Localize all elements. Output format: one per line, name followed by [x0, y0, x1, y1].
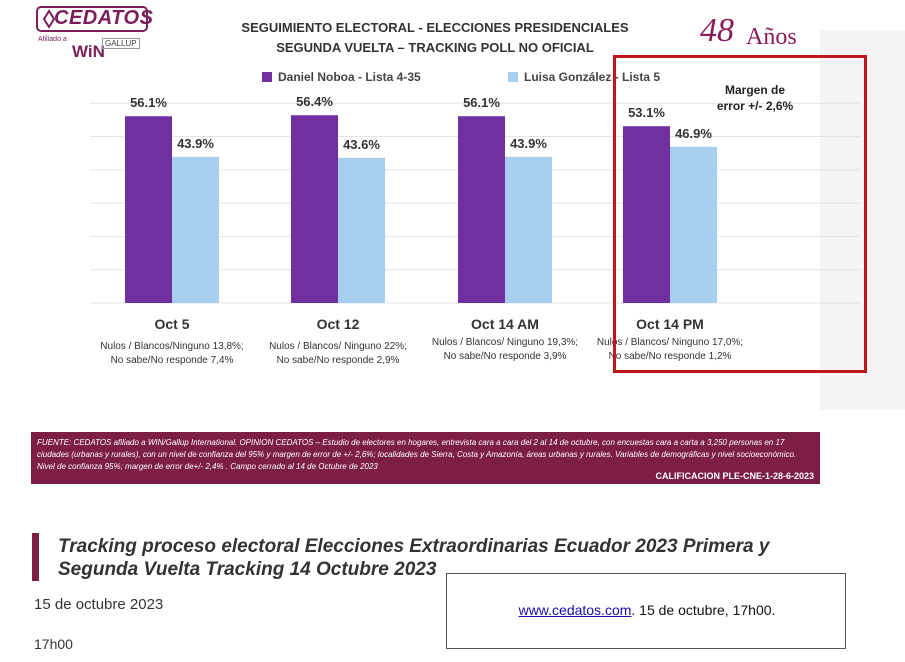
note-line2-1: No sabe/No responde 2,9%: [276, 355, 400, 366]
source-banner: FUENTE: CEDATOS afiliado a WIN/Gallup In…: [31, 432, 820, 484]
source-text: FUENTE: CEDATOS afiliado a WIN/Gallup In…: [37, 438, 797, 471]
value-label-noboa-0: 56.1%: [130, 95, 167, 111]
legend-item-noboa: Daniel Noboa - Lista 4-35: [262, 70, 421, 84]
category-note-0: Nulos / Blancos/Ninguno 13,8%; No sabe/No…: [77, 340, 267, 368]
article-date: 15 de octubre 2023: [34, 596, 164, 613]
note-line1-0: Nulos / Blancos/Ninguno 13,8%;: [100, 341, 244, 352]
bar-gonzalez-1: [338, 157, 385, 303]
logo-win-text: WiN: [72, 42, 105, 61]
article-title: Tracking proceso electoral Elecciones Ex…: [58, 536, 770, 580]
value-label-noboa-3: 53.1%: [628, 105, 665, 121]
bar-chart: [90, 102, 860, 304]
bar-noboa-2: [458, 116, 505, 304]
note-box: www.cedatos.com. 15 de octubre, 17h00.: [446, 573, 846, 649]
note-rest-text: . 15 de octubre, 17h00.: [631, 602, 776, 618]
bar-noboa-0: [125, 116, 172, 304]
margin-line1: Margen de: [724, 83, 785, 97]
category-label-3: Oct 14 PM: [636, 316, 704, 332]
legend-item-gonzalez: Luisa González - Lista 5: [508, 70, 660, 84]
legend-swatch-noboa: [262, 72, 272, 82]
legend-label-noboa: Daniel Noboa - Lista 4-35: [278, 70, 421, 84]
category-label-1: Oct 12: [316, 316, 360, 332]
bar-noboa-3: [623, 126, 670, 303]
logo-gallup-text: GALLUP: [102, 38, 140, 49]
value-label-noboa-2: 56.1%: [463, 95, 500, 111]
side-background-strip: [820, 30, 905, 410]
logo-affiliate-text: Afiliado a: [38, 36, 67, 43]
category-note-1: Nulos / Blancos/ Ninguno 22%; No sabe/No …: [243, 340, 433, 368]
chart-legend: Daniel Noboa - Lista 4-35 Luisa González…: [262, 70, 682, 92]
chart-title-line2: SEGUNDA VUELTA – TRACKING POLL NO OFICIA…: [276, 40, 594, 55]
category-label-2: Oct 14 AM: [471, 316, 539, 332]
category-note-3: Nulos / Blancos/ Ninguno 17,0%; No sabe/N…: [575, 336, 765, 364]
cedatos-link[interactable]: www.cedatos.com: [518, 602, 632, 618]
value-label-noboa-1: 56.4%: [296, 94, 333, 110]
logo-frame: [36, 6, 148, 32]
note-line2-0: No sabe/No responde 7,4%: [110, 355, 234, 366]
value-label-gonzalez-0: 43.9%: [177, 135, 214, 151]
note-line2-2: No sabe/No responde 3,9%: [443, 351, 567, 362]
bar-gonzalez-2: [505, 156, 552, 303]
logo-brand-text: CEDATOS: [54, 7, 154, 29]
note-line2-3: No sabe/No responde 1,2%: [608, 351, 732, 362]
article-accent-bar: [32, 533, 39, 581]
bar-gonzalez-0: [172, 156, 219, 303]
calification-code: CALIFICACION PLE-CNE-1-28-6-2023: [655, 471, 814, 481]
chart-title-line1: SEGUIMIENTO ELECTORAL - ELECCIONES PRESI…: [241, 20, 629, 35]
article-time: 17h00: [34, 636, 73, 652]
bar-gonzalez-3: [670, 146, 717, 303]
legend-swatch-gonzalez: [508, 72, 518, 82]
note-line1-2: Nulos / Blancos/ Ninguno 19,3%;: [431, 337, 579, 348]
note-line1-3: Nulos / Blancos/ Ninguno 17,0%;: [596, 337, 744, 348]
anniversary-word: Años: [746, 24, 797, 50]
value-label-gonzalez-3: 46.9%: [675, 125, 712, 141]
category-note-2: Nulos / Blancos/ Ninguno 19,3%; No sabe/N…: [410, 336, 600, 364]
cedatos-logo: CEDATOS Afiliado a WiN GALLUP: [36, 6, 153, 62]
margin-of-error-label: Margen de error +/- 2,6%: [700, 82, 810, 114]
highlight-box: [613, 55, 867, 373]
legend-label-gonzalez: Luisa González - Lista 5: [524, 70, 661, 84]
anniversary-number: 48: [700, 12, 734, 49]
margin-line2: error +/- 2,6%: [716, 99, 794, 113]
value-label-gonzalez-1: 43.6%: [343, 136, 380, 152]
note-line1-1: Nulos / Blancos/ Ninguno 22%;: [269, 341, 407, 352]
bar-noboa-1: [291, 115, 338, 303]
category-label-0: Oct 5: [154, 316, 190, 332]
value-label-gonzalez-2: 43.9%: [510, 135, 547, 151]
note-line: www.cedatos.com. 15 de octubre, 17h00.: [447, 602, 847, 618]
